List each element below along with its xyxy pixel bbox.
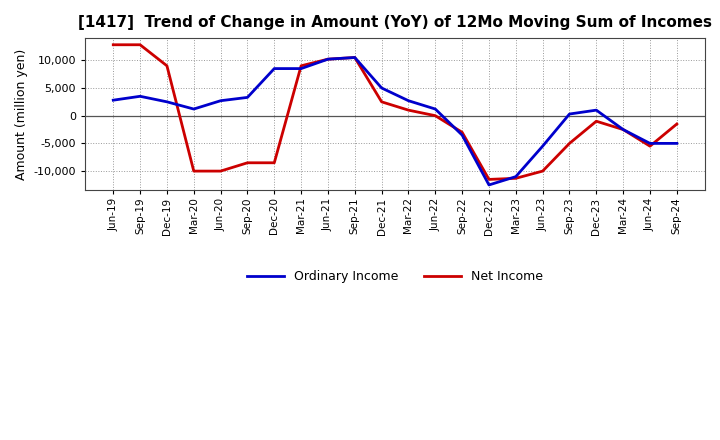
Net Income [646, 143, 654, 149]
Net Income [672, 121, 681, 127]
Net Income [485, 177, 493, 182]
Net Income [511, 176, 520, 181]
Ordinary Income [351, 55, 359, 60]
Net Income [539, 169, 547, 174]
Ordinary Income [618, 127, 627, 132]
Net Income [163, 63, 171, 69]
Legend: Ordinary Income, Net Income: Ordinary Income, Net Income [242, 265, 548, 288]
Net Income [565, 141, 574, 146]
Ordinary Income [431, 106, 440, 112]
Net Income [189, 169, 198, 174]
Ordinary Income [511, 174, 520, 179]
Net Income [618, 127, 627, 132]
Net Income [243, 160, 252, 165]
Line: Net Income: Net Income [113, 45, 677, 180]
Ordinary Income [592, 107, 600, 113]
Ordinary Income [216, 98, 225, 103]
Ordinary Income [163, 99, 171, 104]
Ordinary Income [672, 141, 681, 146]
Net Income [297, 63, 305, 69]
Ordinary Income [458, 132, 467, 138]
Net Income [404, 107, 413, 113]
Ordinary Income [243, 95, 252, 100]
Net Income [431, 113, 440, 118]
Net Income [136, 42, 145, 48]
Ordinary Income [109, 98, 117, 103]
Ordinary Income [270, 66, 279, 71]
Net Income [377, 99, 386, 104]
Net Income [216, 169, 225, 174]
Net Income [109, 42, 117, 48]
Net Income [592, 119, 600, 124]
Ordinary Income [377, 85, 386, 91]
Ordinary Income [297, 66, 305, 71]
Ordinary Income [404, 98, 413, 103]
Ordinary Income [189, 106, 198, 112]
Ordinary Income [136, 94, 145, 99]
Title: [1417]  Trend of Change in Amount (YoY) of 12Mo Moving Sum of Incomes: [1417] Trend of Change in Amount (YoY) o… [78, 15, 712, 30]
Ordinary Income [485, 182, 493, 187]
Net Income [458, 130, 467, 135]
Ordinary Income [323, 56, 332, 62]
Ordinary Income [646, 141, 654, 146]
Net Income [323, 56, 332, 62]
Line: Ordinary Income: Ordinary Income [113, 58, 677, 185]
Ordinary Income [539, 143, 547, 149]
Net Income [270, 160, 279, 165]
Y-axis label: Amount (million yen): Amount (million yen) [15, 49, 28, 180]
Ordinary Income [565, 111, 574, 117]
Net Income [351, 55, 359, 60]
